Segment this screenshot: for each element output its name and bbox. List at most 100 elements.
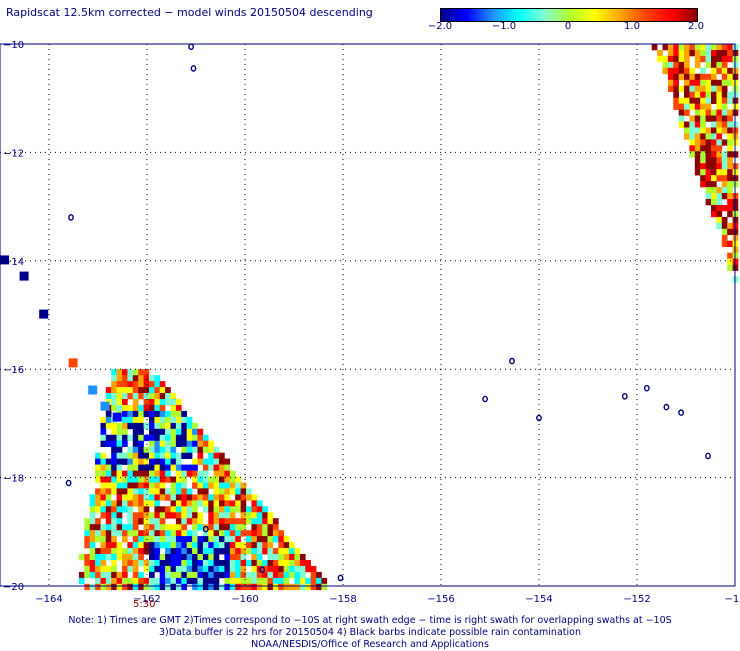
wind-diff-cell [127,458,134,465]
wind-diff-cell [149,422,155,430]
wind-diff-cell [181,577,187,585]
wind-diff-cell [154,506,161,513]
wind-diff-cell [122,381,128,388]
wind-diff-cell [100,536,107,543]
wind-diff-cell [127,560,134,567]
lon-tick-label: −162 [133,594,160,605]
wind-diff-cell [235,565,241,573]
wind-diff-cell [208,548,214,555]
wind-diff-cell [143,542,150,549]
wind-diff-cell [208,452,214,459]
wind-diff-cell [170,512,177,519]
wind-diff-cell [116,375,123,382]
wind-diff-cell [229,542,236,549]
wind-diff-cell [100,554,107,561]
wind-diff-cell [727,205,733,212]
wind-diff-cell [246,488,252,495]
wind-diff-cell [219,458,225,465]
wind-diff-cell [219,506,225,513]
wind-diff-cell [711,115,717,122]
wind-diff-cell [186,512,193,519]
wind-diff-cell [208,583,214,591]
wind-diff-cell [122,476,128,483]
wind-diff-cell [170,524,177,531]
wind-diff-cell [165,512,171,519]
wind-diff-cell [165,536,171,543]
wind-diff-cell [224,512,231,519]
wind-diff-cell [100,506,107,513]
wind-diff-cell [705,85,712,92]
wind-diff-cell [170,565,177,573]
wind-diff-cell [138,428,144,436]
wind-diff-cell [138,530,144,537]
wind-diff-cell [727,127,733,134]
wind-diff-cell [122,375,128,382]
wind-diff-cell [721,234,728,242]
wind-diff-cell [132,458,139,465]
wind-diff-cell [111,512,117,519]
wind-diff-cell [143,536,150,543]
wind-diff-cell [721,127,728,134]
wind-diff-cell [197,488,204,495]
wind-diff-cell [727,193,733,200]
wind-diff-cell [105,518,112,525]
wind-diff-cell [100,470,107,477]
wind-diff-cell [251,506,258,513]
wind-diff-cell [278,536,284,543]
wind-diff-cell [143,577,150,585]
wind-diff-cell [716,193,723,200]
wind-diff-cell [251,560,258,567]
wind-diff-cell [208,577,214,585]
wind-diff-cell [192,571,198,579]
wind-diff-cell [246,571,252,579]
wind-diff-cell [95,577,101,585]
wind-diff-cell [192,518,198,525]
wind-diff-cell [159,452,166,459]
wind-diff-cell [192,536,198,543]
wind-diff-cell [727,264,733,271]
wind-diff-cell [700,145,706,152]
wind-diff-cell [100,464,107,471]
wind-diff-cell [192,577,198,585]
wind-diff-cell [89,494,96,501]
wind-diff-cell [219,536,225,543]
wind-diff-cell [111,399,117,406]
wind-diff-cell [154,410,161,418]
wind-diff-cell [149,464,155,471]
wind-diff-cell [716,61,723,69]
wind-diff-cell [240,583,247,591]
wind-diff-cell [116,524,123,531]
wind-diff-cell [235,500,241,507]
wind-diff-cell [122,583,128,591]
wind-diff-cell [694,109,701,116]
wind-diff-cell [116,506,123,513]
wind-diff-cell [165,524,171,531]
wind-diff-cell [202,554,209,561]
wind-diff-cell [186,422,193,430]
wind-diff-cell [289,548,295,555]
wind-diff-cell [716,210,723,218]
wind-diff-cell [111,375,117,382]
wind-diff-cell [132,548,139,555]
wind-diff-cell [700,121,706,128]
wind-diff-cell [186,446,193,453]
wind-diff-cell [132,405,139,412]
wind-diff-cell [154,500,161,507]
wind-diff-cell [229,536,236,543]
wind-diff-cell [84,542,90,549]
wind-diff-cell [149,571,155,579]
wind-diff-cell [721,228,728,236]
wind-diff-cell [251,542,258,549]
wind-diff-cell [197,512,204,519]
wind-diff-cell [186,560,193,567]
wind-diff-cell [105,464,112,471]
wind-diff-cell [667,85,674,92]
wind-diff-cell [278,577,284,585]
wind-diff-cell [138,577,144,585]
wind-diff-cell [105,565,112,573]
wind-diff-cell [202,476,209,483]
wind-diff-cell [181,554,187,561]
wind-diff-cell [165,565,171,573]
wind-diff-cell [138,494,144,501]
wind-diff-cell [289,554,295,561]
